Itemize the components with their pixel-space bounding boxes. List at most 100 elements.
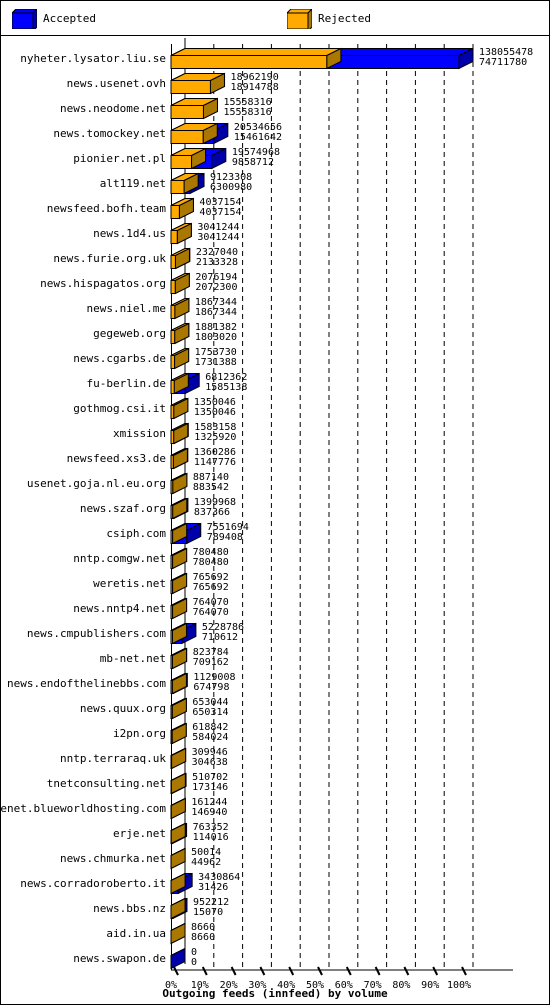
x-tick-mark	[374, 966, 381, 976]
category-label: news.endofthelinebbs.com	[7, 677, 166, 690]
value-label-rejected: 1325920	[194, 432, 236, 443]
x-tick-mark	[173, 966, 179, 976]
bar-rejected-side	[202, 122, 218, 145]
category-label: gothmog.csi.it	[73, 402, 166, 415]
value-label-accepted: 780480	[193, 547, 229, 558]
bar-accepted-side	[211, 147, 227, 170]
value-label-accepted: 19574968	[232, 147, 280, 158]
value-label-rejected: 8660	[191, 932, 215, 943]
bar-accepted-side	[184, 372, 200, 395]
category-label: nyheter.lysator.liu.se	[20, 52, 166, 65]
x-tick-label: 40%	[277, 980, 295, 991]
category-label: news.swapon.de	[73, 952, 166, 965]
value-label-accepted: 15558316	[223, 97, 271, 108]
bar-rejected-side	[174, 272, 190, 295]
value-label-rejected: 31426	[198, 882, 228, 893]
bar-rejected-front	[170, 155, 193, 169]
x-tick-label: 10%	[191, 980, 209, 991]
category-label: xmission	[113, 427, 166, 440]
category-label: news.cgarbs.de	[73, 352, 166, 365]
bar-rejected-side	[171, 722, 187, 745]
bar-rejected-side	[170, 872, 186, 895]
x-tick-label: 0%	[165, 980, 177, 991]
value-label-accepted: 9123308	[210, 172, 252, 183]
bar-rejected-front	[170, 255, 176, 269]
bar-rejected-side	[173, 397, 189, 420]
bar-rejected-side	[183, 172, 199, 195]
bar-accepted-side	[213, 122, 229, 145]
bar-rejected-side	[172, 572, 188, 595]
category-label: erje.net	[113, 827, 166, 840]
value-label-rejected: 6300980	[210, 182, 252, 193]
value-label-rejected: 9858712	[232, 157, 274, 168]
category-label: news.chmurka.net	[60, 852, 166, 865]
value-label-rejected: 173146	[192, 782, 228, 793]
value-label-accepted: 1399968	[194, 497, 236, 508]
bar-rejected-side	[178, 197, 194, 220]
value-label-accepted: 3041244	[197, 222, 239, 233]
value-label-rejected: 114016	[193, 832, 229, 843]
x-tick-mark	[403, 966, 410, 976]
value-label-accepted: 1881382	[195, 322, 237, 333]
value-label-accepted: 1583158	[194, 422, 236, 433]
bar-rejected-side	[174, 347, 190, 370]
category-label: usenet.goja.nl.eu.org	[27, 477, 166, 490]
value-label-accepted: 887140	[193, 472, 229, 483]
category-label: news.cmpublishers.com	[27, 627, 166, 640]
value-label-accepted: 3430864	[198, 872, 240, 883]
category-label: i2pn.org	[113, 727, 166, 740]
legend-accepted: Accepted	[10, 7, 96, 33]
bar-rejected-side	[191, 147, 207, 170]
bar-rejected-side	[174, 322, 190, 345]
value-label-accepted: 20534656	[234, 122, 282, 133]
x-tick-mark	[345, 966, 352, 976]
x-tick-label: 100%	[447, 980, 471, 991]
value-label-accepted: 50014	[191, 847, 221, 858]
value-label-rejected: 1350046	[194, 407, 236, 418]
bar-rejected-side	[174, 247, 190, 270]
bar-rejected-front	[170, 280, 176, 294]
value-label-accepted: 765692	[193, 572, 229, 583]
value-label-accepted: 2076194	[195, 272, 237, 283]
bar-rejected-side	[170, 822, 186, 845]
value-label-rejected: 1585138	[205, 382, 247, 393]
value-label-accepted: 763352	[193, 822, 229, 833]
x-tick-label: 90%	[421, 980, 439, 991]
value-label-accepted: 1350046	[194, 397, 236, 408]
bar-rejected-side	[172, 472, 188, 495]
value-label-rejected: 709162	[193, 657, 229, 668]
bar-rejected-front	[170, 305, 176, 319]
x-tick-mark	[259, 966, 266, 976]
legend-label-rejected: Rejected	[318, 11, 371, 25]
value-label-rejected: 4037154	[199, 207, 241, 218]
bar-rejected-side	[174, 297, 190, 320]
value-label-rejected: 1803020	[195, 332, 237, 343]
bar-rejected-side	[171, 622, 187, 645]
bar-rejected-side	[176, 222, 192, 245]
value-label-rejected: 584024	[192, 732, 228, 743]
value-label-accepted: 764070	[193, 597, 229, 608]
value-label-rejected: 1867344	[195, 307, 237, 318]
value-label-accepted: 6812362	[205, 372, 247, 383]
category-label: pionier.net.pl	[73, 152, 166, 165]
legend-label-accepted: Accepted	[43, 11, 96, 25]
value-label-accepted: 823784	[193, 647, 229, 658]
x-tick-mark	[461, 966, 467, 976]
category-label: weretis.net	[93, 577, 166, 590]
bar-rejected-front	[170, 205, 180, 219]
value-label-rejected: 780480	[193, 557, 229, 568]
value-label-accepted: 138055478	[479, 47, 533, 58]
value-label-accepted: 1129008	[193, 672, 235, 683]
category-label: csiph.com	[106, 527, 166, 540]
value-label-rejected: 710612	[202, 632, 238, 643]
value-label-rejected: 146940	[191, 807, 227, 818]
bar-accepted-side	[186, 522, 202, 545]
category-label: news.quux.org	[80, 702, 166, 715]
value-label-rejected: 765692	[193, 582, 229, 593]
bar-rejected-side	[171, 747, 187, 770]
value-label-accepted: 1360286	[194, 447, 236, 458]
category-label: alt119.net	[100, 177, 166, 190]
category-label: news.niel.me	[87, 302, 166, 315]
